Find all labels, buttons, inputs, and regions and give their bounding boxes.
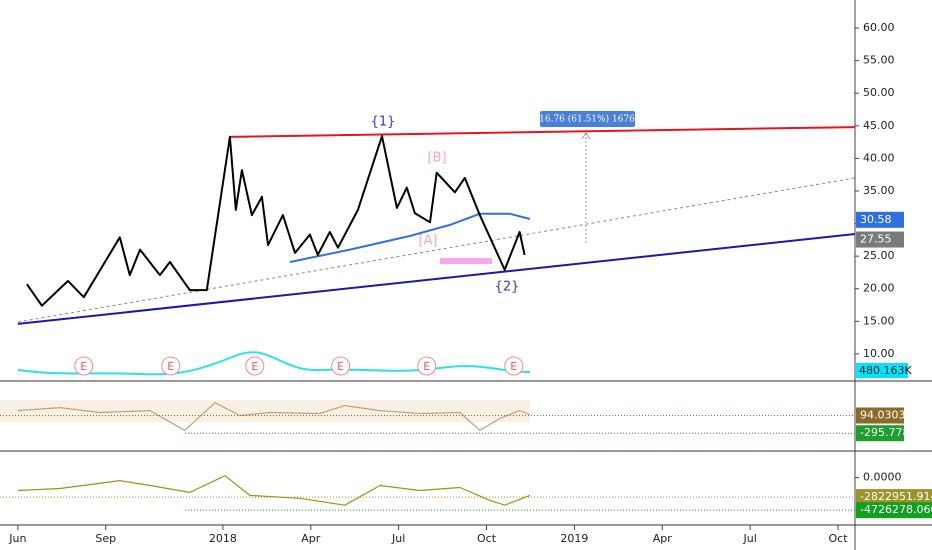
y-tick-label: 45.00 (863, 119, 895, 132)
x-tick-label: Oct (477, 532, 497, 545)
series-line (17, 233, 856, 325)
y-tick-label: 40.00 (863, 151, 895, 164)
x-tick-label: 2018 (209, 532, 237, 545)
price-label: -295.7783 (860, 426, 916, 439)
volume-label: 480.163K (859, 364, 912, 377)
y-tick-label: 15.00 (863, 314, 895, 327)
earnings-label: E (423, 360, 430, 373)
price-label-box (856, 231, 904, 248)
y-tick-label: 60.00 (863, 21, 895, 34)
series-line (26, 135, 526, 307)
x-tick-label: Sep (95, 532, 116, 545)
y-tick-label: 20.00 (863, 282, 895, 295)
y-tick-label: 35.00 (863, 184, 895, 197)
earnings-label: E (251, 360, 258, 373)
series-line (17, 475, 531, 506)
series-line (289, 212, 531, 263)
highlight-box (440, 258, 492, 264)
y-tick-label: 25.00 (863, 249, 895, 262)
x-tick-label: Jul (391, 532, 405, 545)
price-label-box (856, 425, 904, 442)
price-label: 30.58 (860, 213, 892, 226)
price-label: -2822951.9148 (860, 490, 932, 503)
y-tick-label: 55.00 (863, 54, 895, 67)
x-tick-label: 2019 (560, 532, 588, 545)
x-tick-label: Jun (8, 532, 26, 545)
price-label: 27.55 (860, 233, 892, 246)
earnings-label: E (510, 360, 517, 373)
volume-average (17, 351, 531, 376)
volume-label-box (856, 363, 908, 378)
wave-label: [A] (418, 234, 437, 249)
earnings-label: E (337, 360, 344, 373)
price-label-box (856, 502, 932, 519)
measure-label: 16.76 (61.51%) 1676 (539, 114, 635, 125)
x-tick-label: Jul (742, 532, 756, 545)
y-tick-label: 10.00 (863, 347, 895, 360)
oscillator-band (0, 400, 530, 422)
earnings-marker (331, 356, 351, 376)
measure-box (540, 111, 635, 127)
earnings-label: E (80, 360, 87, 373)
measure-arrow (581, 132, 591, 140)
price-label-box (856, 489, 932, 506)
y-tick-label: 0.0000 (863, 471, 902, 484)
earnings-marker (417, 356, 437, 376)
x-tick-label: Apr (301, 532, 321, 545)
series-line (17, 402, 531, 431)
earnings-label: E (167, 360, 174, 373)
x-tick-label: Oct (828, 532, 848, 545)
earnings-marker (161, 356, 181, 376)
y-tick-label: 50.00 (863, 86, 895, 99)
wave-label: {2} (495, 280, 520, 295)
price-label-box (856, 211, 904, 228)
price-label: -4726278.0602 (860, 503, 932, 516)
earnings-marker (504, 356, 524, 376)
wave-label: {1} (371, 115, 396, 130)
x-tick-label: Apr (653, 532, 673, 545)
earnings-marker (245, 356, 265, 376)
price-label-box (856, 407, 904, 424)
series-line (229, 126, 856, 138)
price-label: 94.0303 (860, 408, 906, 421)
wave-label: [B] (427, 151, 446, 166)
earnings-marker (74, 356, 94, 376)
